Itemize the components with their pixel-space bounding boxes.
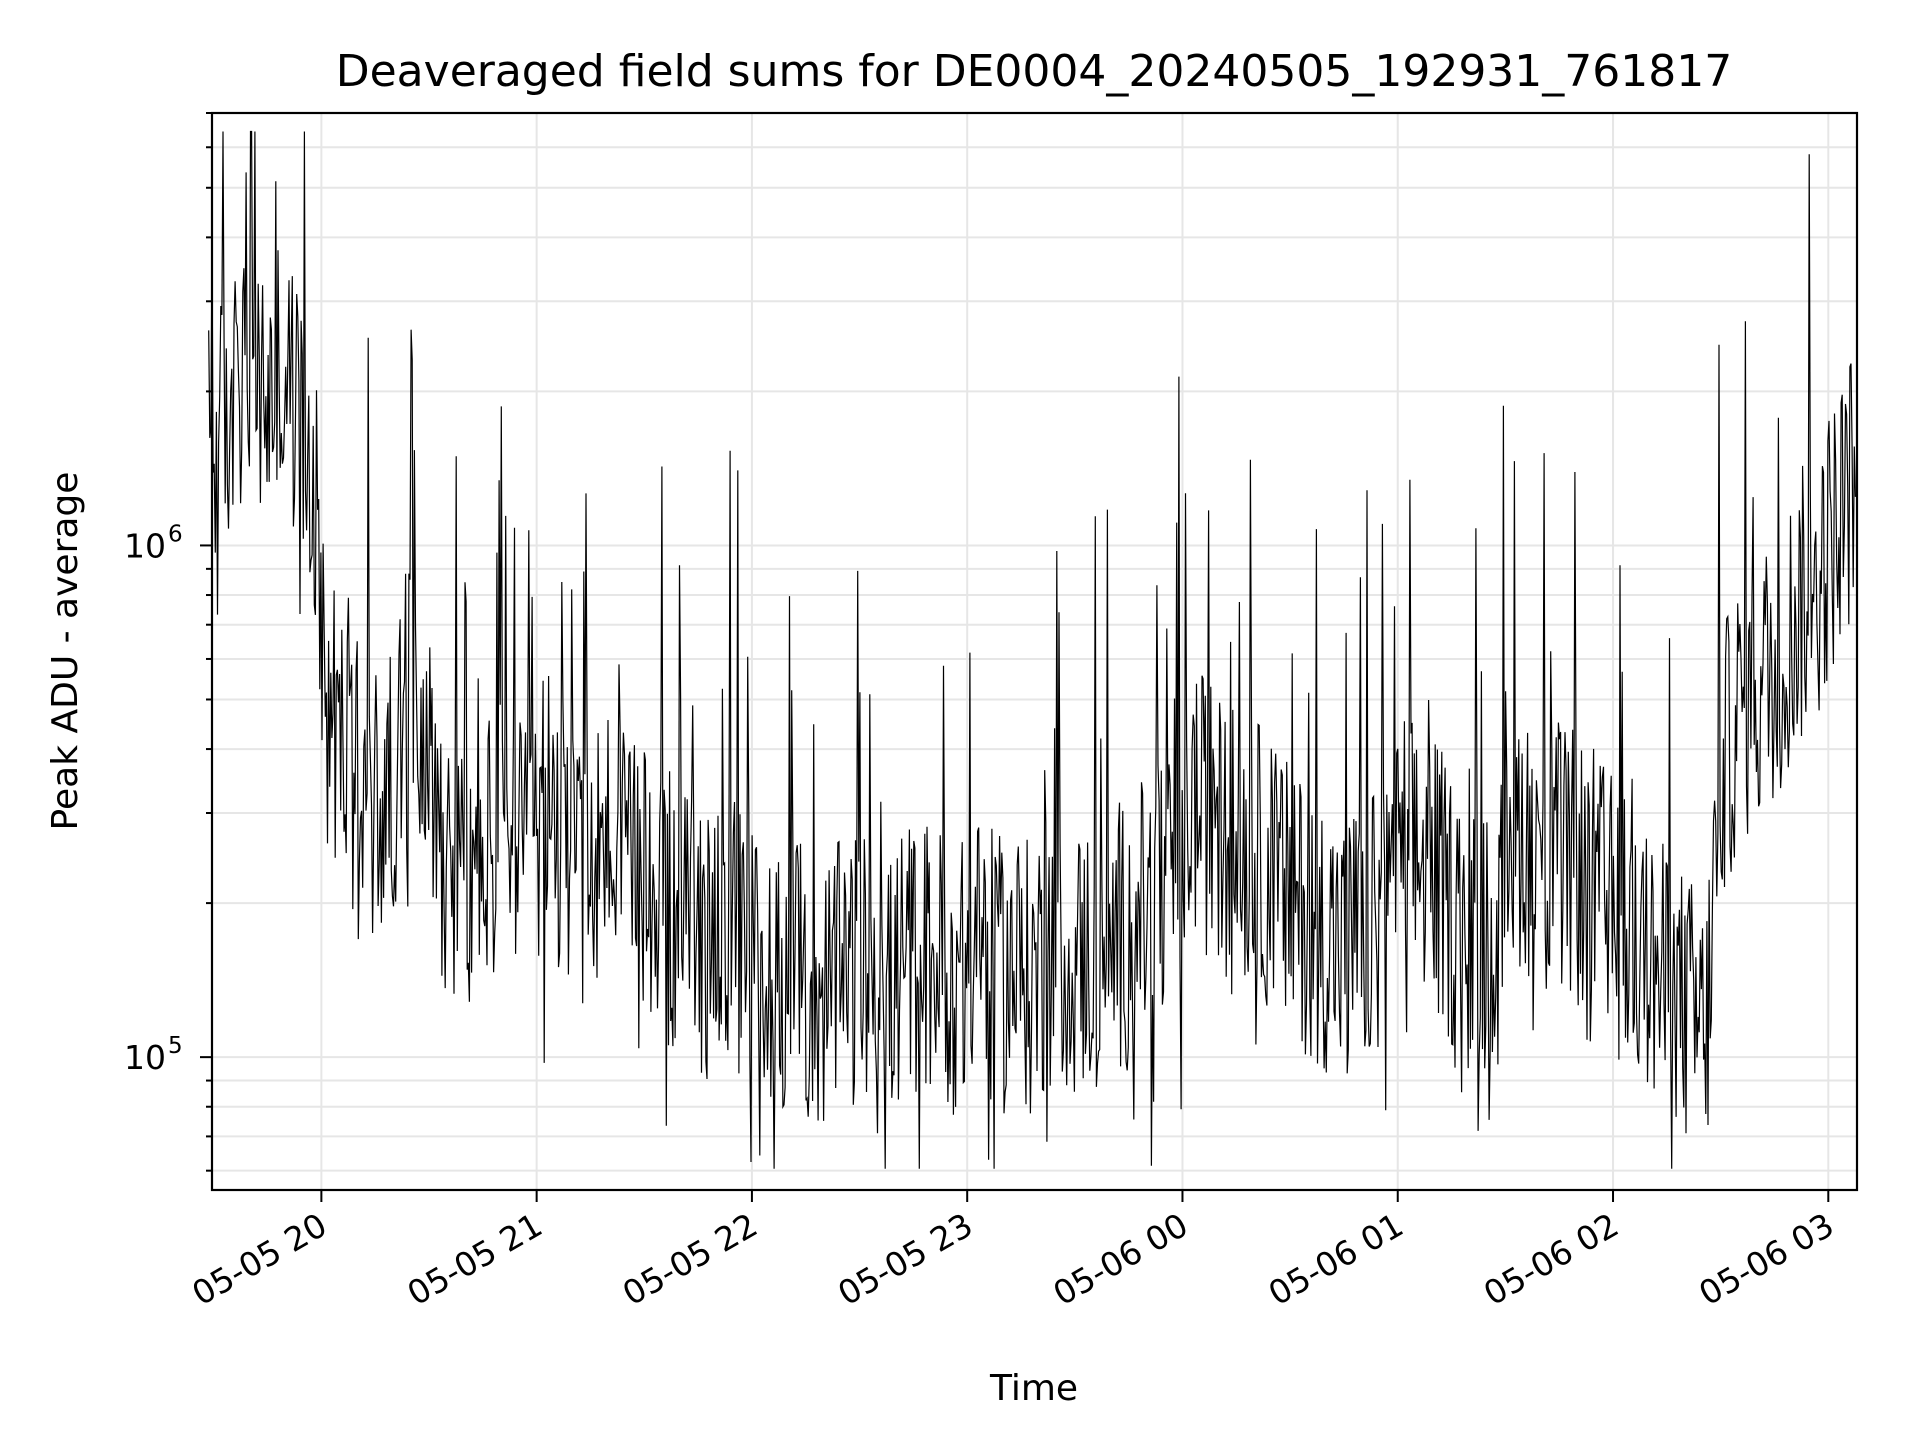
y-tick-label: 10 <box>124 526 166 565</box>
x-tick-label: 05-06 00 <box>1046 1205 1194 1313</box>
x-tick-label: 05-05 23 <box>831 1205 979 1313</box>
x-tick-label: 05-06 03 <box>1692 1205 1840 1313</box>
y-tick-label: 10 <box>124 1038 166 1077</box>
grid <box>212 112 1857 1190</box>
x-tick-label: 05-05 21 <box>401 1205 549 1313</box>
x-tick-label: 05-05 20 <box>185 1205 333 1313</box>
series-line <box>208 130 1856 1169</box>
chart-title: Deaveraged field sums for DE0004_2024050… <box>336 46 1733 97</box>
plot-frame <box>210 111 1859 1192</box>
y-tick-exponent: 5 <box>168 1033 183 1059</box>
x-axis-label: Time <box>989 1368 1078 1409</box>
y-axis-label: Peak ADU - average <box>45 472 86 831</box>
series-layer <box>208 130 1856 1169</box>
x-tick-label: 05-06 02 <box>1477 1205 1625 1313</box>
y-tick-exponent: 6 <box>168 521 183 547</box>
x-axis: 05-05 20 05-05 21 05-05 22 05-05 23 05-06 00… <box>185 1190 1840 1313</box>
x-tick-label: 05-06 01 <box>1262 1205 1410 1313</box>
x-tick-label: 05-05 22 <box>616 1205 764 1313</box>
